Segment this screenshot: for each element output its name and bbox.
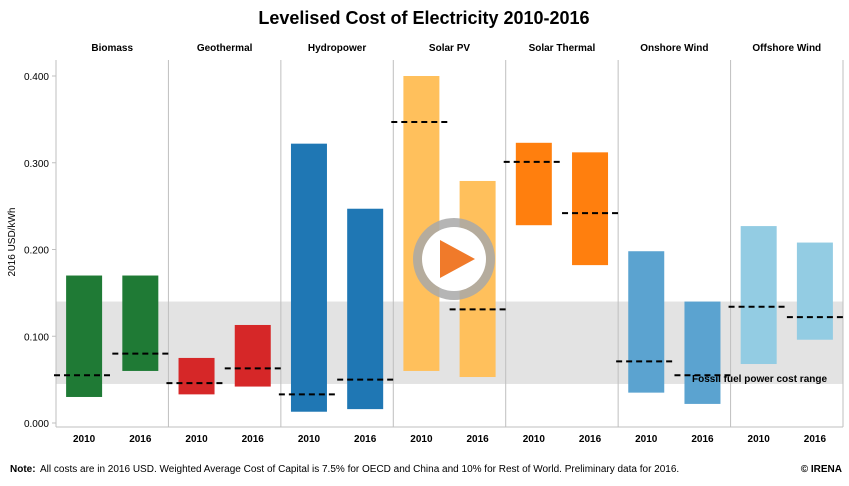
category-label: Hydropower <box>308 43 366 54</box>
y-tick-label: 0.100 <box>24 332 49 343</box>
range-bar <box>122 275 159 371</box>
year-label: 2010 <box>635 434 658 445</box>
range-bar <box>178 357 215 395</box>
year-label: 2010 <box>410 434 433 445</box>
range-bar <box>740 226 777 365</box>
note-text: All costs are in 2016 USD. Weighted Aver… <box>40 464 679 475</box>
range-bar <box>234 324 271 387</box>
range-bar <box>403 76 440 371</box>
category-label: Geothermal <box>197 43 253 54</box>
fossil-fuel-band-label: Fossil fuel power cost range <box>692 374 827 385</box>
year-label: 2016 <box>579 434 602 445</box>
chart-title: Levelised Cost of Electricity 2010-2016 <box>258 8 589 28</box>
year-label: 2016 <box>466 434 489 445</box>
range-bar <box>515 142 552 226</box>
range-bar <box>66 275 103 397</box>
category-label: Biomass <box>91 43 133 54</box>
y-tick-label: 0.000 <box>24 419 49 430</box>
year-label: 2010 <box>185 434 208 445</box>
category-label: Solar PV <box>429 43 470 54</box>
category-label: Onshore Wind <box>640 43 708 54</box>
plot-area: 0.000 0.100 0.200 0.300 0.400 2016 USD/kWh Bio… <box>7 43 845 445</box>
y-tick-label: 0.200 <box>24 246 49 257</box>
range-bar <box>684 301 721 404</box>
y-axis-label: 2016 USD/kWh <box>7 208 18 277</box>
year-label: 2016 <box>804 434 827 445</box>
range-bar <box>628 251 665 393</box>
play-button[interactable] <box>413 218 495 300</box>
y-tick-label: 0.400 <box>24 72 49 83</box>
year-label: 2010 <box>73 434 96 445</box>
year-label: 2010 <box>298 434 321 445</box>
play-icon <box>440 240 475 278</box>
year-label: 2016 <box>354 434 377 445</box>
range-bar <box>796 242 833 340</box>
range-bar <box>290 143 327 412</box>
year-label: 2016 <box>129 434 152 445</box>
year-label: 2016 <box>691 434 714 445</box>
category-label: Solar Thermal <box>529 43 596 54</box>
year-label: 2016 <box>242 434 265 445</box>
year-label: 2010 <box>523 434 546 445</box>
year-label: 2010 <box>748 434 771 445</box>
y-tick-label: 0.300 <box>24 159 49 170</box>
fossil-fuel-band <box>56 301 843 384</box>
range-bar <box>572 152 609 266</box>
credit-text: © IRENA <box>801 464 842 475</box>
range-bar <box>347 208 384 410</box>
category-label: Offshore Wind <box>752 43 821 54</box>
note-label: Note: <box>10 464 36 475</box>
